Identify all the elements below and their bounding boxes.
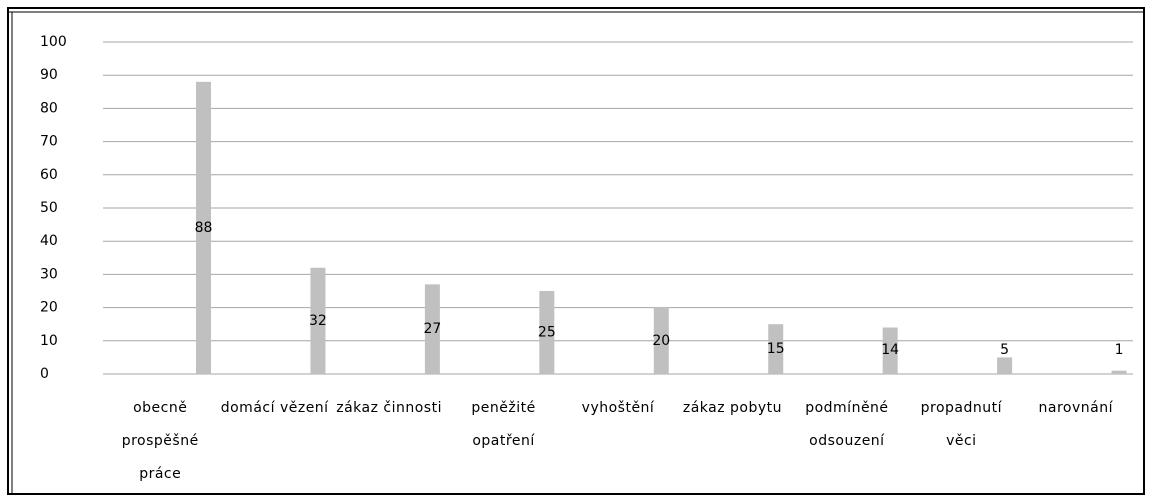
data-label: 27 <box>423 321 441 337</box>
bar <box>768 324 784 374</box>
y-tick-label: 80 <box>40 100 58 116</box>
bar <box>653 307 669 374</box>
data-label: 15 <box>767 341 785 357</box>
y-tick-label: 90 <box>40 67 58 83</box>
x-tick-label: obecně prospěšné práce <box>121 400 199 482</box>
x-tick-label: zákaz činnosti <box>336 400 442 416</box>
data-label: 5 <box>1000 342 1009 358</box>
y-tick-label: 20 <box>40 300 58 316</box>
frame <box>7 7 1145 495</box>
bar <box>310 267 326 374</box>
data-label: 25 <box>538 325 556 341</box>
x-tick-label: peněžité opatření <box>471 400 536 449</box>
bar <box>539 291 555 374</box>
x-tick-label: narovnání <box>1038 400 1113 416</box>
x-tick-label: propadnutí věci <box>920 400 1003 449</box>
data-label: 88 <box>195 220 213 236</box>
x-tick-label: podmíněné odsouzení <box>805 400 889 449</box>
bar <box>424 284 440 374</box>
x-tick-label: zákaz pobytu <box>682 400 783 416</box>
y-tick-label: 60 <box>40 167 58 183</box>
bar <box>196 81 211 374</box>
y-tick-label: 30 <box>40 266 58 282</box>
y-tick-label: 100 <box>40 34 67 50</box>
x-tick-label: vyhoštění <box>581 400 655 416</box>
data-label: 1 <box>1115 342 1124 358</box>
bar <box>997 357 1013 374</box>
bar <box>1111 370 1127 374</box>
y-tick-label: 40 <box>40 233 58 249</box>
y-tick-label: 0 <box>40 366 49 382</box>
y-tick-label: 70 <box>40 134 58 150</box>
data-label: 32 <box>309 313 327 329</box>
x-tick-label: domácí vězení <box>220 400 329 416</box>
y-tick-label: 50 <box>40 200 58 216</box>
y-tick-label: 10 <box>40 333 58 349</box>
bar <box>882 327 898 374</box>
data-label: 14 <box>881 342 899 358</box>
data-label: 20 <box>652 333 670 349</box>
